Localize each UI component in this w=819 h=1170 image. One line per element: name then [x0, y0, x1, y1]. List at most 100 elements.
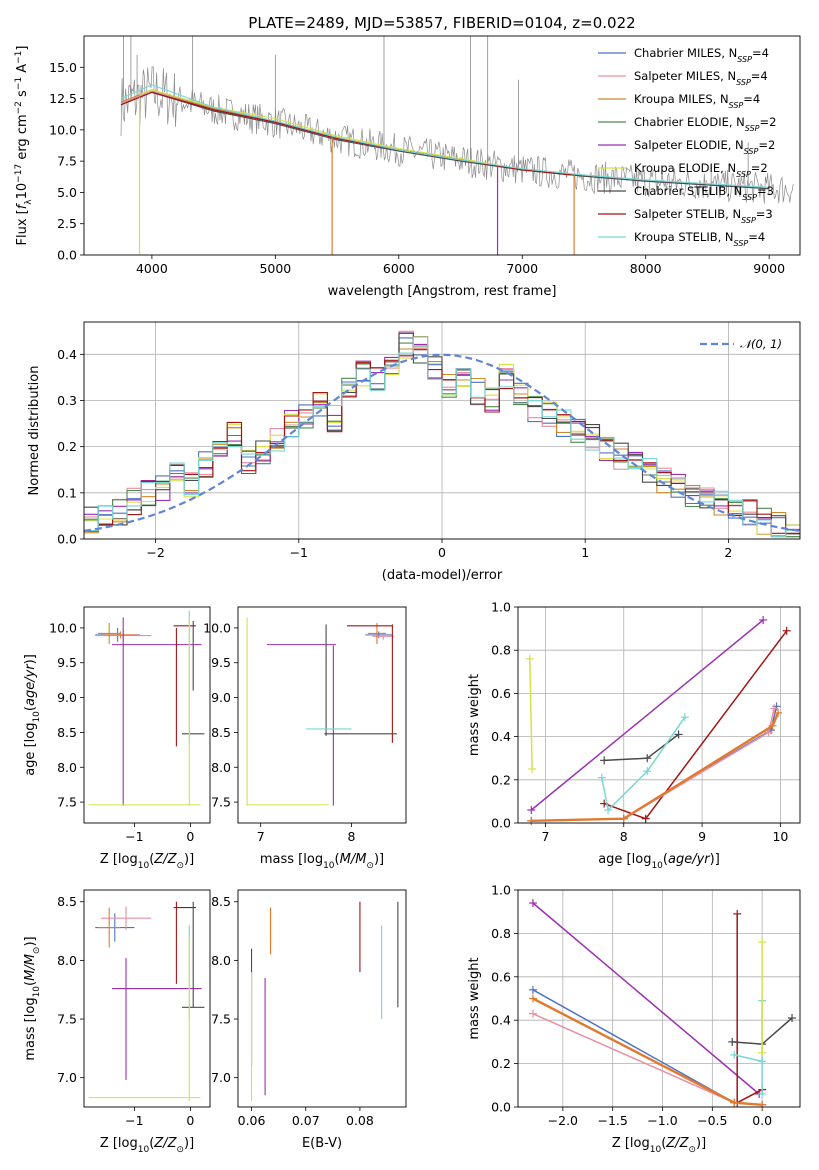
weight-marker	[528, 899, 537, 908]
weight-marker	[768, 721, 777, 730]
weight-line	[604, 733, 680, 762]
y-tick-label: 0.2	[57, 439, 77, 454]
x-tick-label: −1	[290, 545, 308, 560]
weight-line	[603, 630, 788, 820]
y-tick-label: 9.0	[57, 690, 77, 705]
weight-marker	[528, 765, 537, 773]
weight-marker	[604, 806, 613, 815]
y-tick-label: 10.0	[203, 620, 231, 635]
y-tick-label: 7.5	[57, 795, 77, 810]
legend-label: Salpeter MILES, NSSP=4	[634, 69, 768, 87]
legend: Chabrier MILES, NSSP=4 Salpeter MILES, NS…	[598, 46, 776, 248]
weight-marker	[528, 1009, 537, 1018]
weight-marker	[600, 756, 609, 765]
metallicity-weight-panel: −2.0 −1.5 −1.0 −0.5 0.0 0.0 0.2 0.4 0.6 0.8 1.0 mas…	[467, 883, 801, 1155]
plot-frame	[83, 35, 801, 256]
x-tick-label: 5000	[259, 261, 291, 276]
model-spectrum-line	[139, 89, 498, 166]
x-tick-label: 0	[186, 829, 194, 844]
y-tick-label: 7.5	[57, 1012, 77, 1027]
weight-line	[531, 706, 778, 822]
y-tick-label: 8.0	[211, 953, 231, 968]
histogram-step-line	[84, 349, 800, 534]
y-tick-label: 0.0	[491, 816, 511, 831]
weight-marker	[730, 1098, 739, 1107]
weight-line	[531, 712, 780, 822]
weight-marker	[758, 1057, 767, 1066]
histogram-data	[84, 330, 800, 538]
y-tick-label: 8.0	[57, 953, 77, 968]
x-axis-label: Z [log10(Z/Z⊙)]	[100, 852, 194, 871]
y-tick-label: 0.1	[57, 485, 77, 500]
y-tick-label: 0.2	[491, 772, 511, 787]
y-tick-label: 0.4	[57, 347, 77, 362]
weight-marker	[770, 704, 779, 713]
age-weight-panel: 7 8 9 10 0.0 0.2 0.4 0.6 0.8 1.0 mass weight age [l…	[467, 600, 801, 871]
x-tick-label: 8	[620, 829, 628, 844]
error-cross	[98, 907, 121, 948]
y-tick-label: 1.0	[491, 883, 511, 898]
y-tick-label: 5.0	[57, 185, 77, 200]
x-tick-label: −2	[146, 545, 164, 560]
x-tick-label: 0.06	[238, 1113, 266, 1128]
x-tick-label: 6000	[383, 261, 415, 276]
legend-label: 𝒩(0, 1)	[740, 337, 782, 351]
x-axis-label: wavelength [Angstrom, rest frame]	[328, 284, 557, 299]
legend-label: Kroupa MILES, NSSP=4	[634, 92, 760, 110]
weight-marker	[758, 938, 767, 947]
x-tick-label: 9	[698, 829, 706, 844]
weight-marker	[525, 654, 534, 663]
x-tick-label: 4000	[136, 261, 168, 276]
x-tick-label: 0	[186, 1113, 194, 1128]
model-spectrum-line	[120, 84, 770, 188]
x-axis-label: Z [log10(Z/Z⊙)]	[100, 1136, 194, 1155]
y-tick-label: 0.0	[57, 532, 77, 547]
weight-marker	[728, 1037, 737, 1046]
weight-marker	[774, 708, 783, 717]
y-tick-label: 0.0	[491, 1100, 511, 1115]
weight-marker	[641, 814, 650, 823]
legend-label: Chabrier MILES, NSSP=4	[634, 46, 769, 64]
weight-marker	[528, 994, 537, 1003]
y-tick-label: 10.0	[49, 620, 77, 635]
legend-label: Salpeter ELODIE, NSSP=2	[634, 138, 775, 156]
x-tick-label: −0.5	[697, 1113, 727, 1128]
y-tick-label: 8.0	[211, 760, 231, 775]
y-tick-label: 8.0	[57, 760, 77, 775]
metallicity-mass-panel: −1 0 7.0 7.5 8.0 8.5 Z [log10(Z/Z⊙)] mass [log1…	[23, 889, 211, 1155]
weight-marker	[758, 1089, 767, 1098]
y-tick-label: 12.5	[49, 91, 77, 106]
y-tick-label: 7.0	[211, 1070, 231, 1085]
weight-marker	[680, 713, 689, 722]
weight-line	[532, 997, 763, 1106]
y-tick-label: 0.8	[491, 926, 511, 941]
x-tick-label: −1	[125, 829, 143, 844]
weight-marker	[527, 806, 536, 815]
error-cross	[103, 631, 138, 639]
error-cross	[100, 906, 152, 930]
y-tick-label: 0.8	[491, 643, 511, 658]
y-tick-label: 9.5	[57, 655, 77, 670]
weight-marker	[788, 1014, 797, 1023]
weight-marker	[733, 909, 742, 918]
y-tick-label: 0.0	[57, 248, 77, 263]
x-axis-label: age [log10(age/yr)]	[598, 852, 720, 871]
plot-frame	[517, 889, 801, 1108]
spectrum-panel: 4000 5000 6000 7000 8000 9000 0.0 2.5 5.0 7.5 10.0…	[14, 14, 801, 299]
weight-marker	[528, 985, 537, 994]
y-tick-label: 15.0	[49, 60, 77, 75]
plot-frame	[83, 889, 211, 1108]
y-tick-label: 0.2	[491, 1056, 511, 1071]
y-tick-label: 0.6	[491, 969, 511, 984]
x-tick-label: 9000	[753, 261, 785, 276]
weight-marker	[782, 626, 791, 635]
error-cross	[365, 631, 393, 639]
y-tick-label: 8.5	[211, 725, 231, 740]
model-spectrum-line	[120, 91, 770, 190]
y-tick-label: 7.5	[57, 154, 77, 169]
y-tick-label: 8.5	[57, 725, 77, 740]
weight-line	[529, 658, 533, 770]
weight-line	[532, 902, 760, 1095]
y-tick-label: 0.4	[491, 1013, 511, 1028]
legend-label: Chabrier STELIB, NSSP=3	[634, 184, 774, 202]
